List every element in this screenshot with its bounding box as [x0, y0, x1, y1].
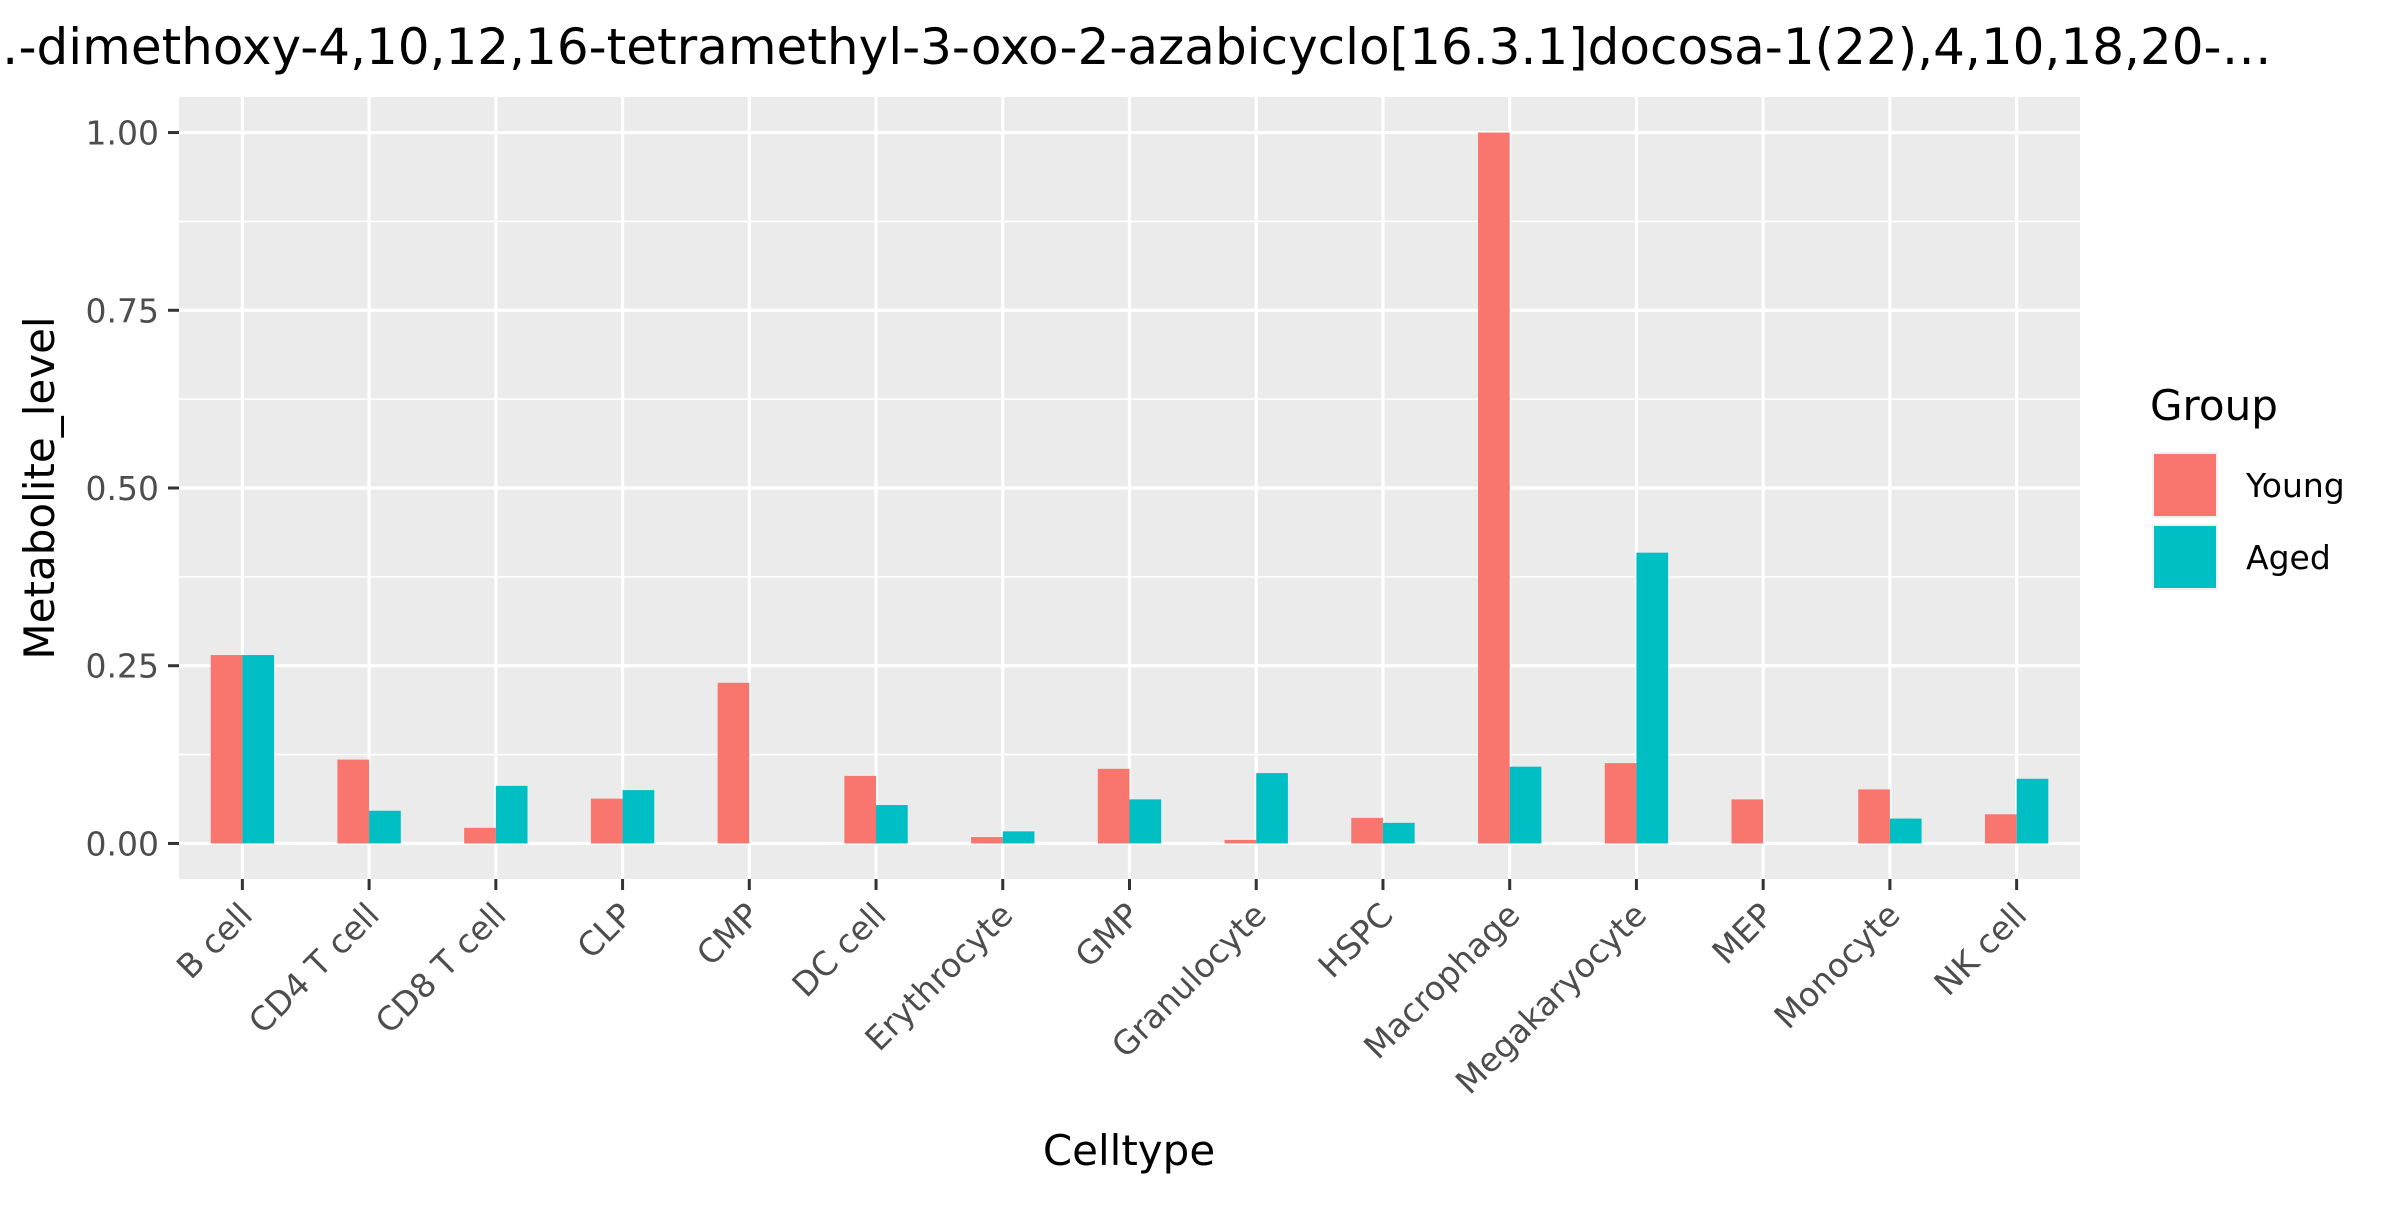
- bar-aged-megakaryocyte: [1636, 552, 1669, 844]
- bar-young-nk-cell: [1984, 814, 2017, 844]
- bar-young-clp: [590, 798, 623, 844]
- bar-aged-cd4-t-cell: [369, 810, 401, 844]
- x-tick-label: DC cell: [784, 895, 893, 1004]
- bar-aged-clp: [622, 790, 655, 844]
- legend-label-aged: Aged: [2246, 538, 2331, 577]
- bar-young-mep: [1731, 799, 1764, 844]
- legend: Group Young Aged: [2150, 381, 2345, 590]
- x-tick-label: HSPC: [1310, 895, 1400, 985]
- x-tick-label: MEP: [1704, 895, 1781, 972]
- bar-young-cd8-t-cell: [464, 827, 496, 844]
- bar-aged-b-cell: [242, 655, 275, 844]
- bar-aged-monocyte: [1889, 818, 1922, 844]
- bar-young-macrophage: [1478, 132, 1510, 844]
- bar-aged-dc-cell: [876, 805, 908, 844]
- bar-young-b-cell: [210, 655, 243, 844]
- bar-young-megakaryocyte: [1604, 763, 1637, 844]
- bar-young-hspc: [1351, 817, 1383, 844]
- bar-aged-hspc: [1382, 822, 1415, 844]
- bar-young-cmp: [717, 682, 750, 844]
- y-tick-label: 0.00: [86, 824, 159, 863]
- x-tick-label: CD8 T cell: [368, 895, 514, 1041]
- x-tick-label: NK cell: [1926, 895, 2034, 1003]
- x-axis-title: Celltype: [1043, 1126, 1215, 1175]
- bar-aged-macrophage: [1509, 766, 1542, 844]
- bar-aged-granulocyte: [1256, 773, 1288, 844]
- bar-aged-cd8-t-cell: [495, 785, 528, 844]
- bar-young-gmp: [1097, 768, 1130, 844]
- legend-swatch-young: [2154, 454, 2216, 516]
- bar-aged-nk-cell: [2016, 778, 2049, 844]
- x-tick-label: CMP: [689, 895, 767, 973]
- x-tick-label: GMP: [1067, 895, 1147, 975]
- bar-aged-gmp: [1129, 799, 1162, 844]
- y-tick-label: 0.50: [86, 469, 159, 508]
- bar-young-dc-cell: [844, 775, 877, 844]
- legend-title: Group: [2150, 381, 2278, 430]
- bar-young-erythrocyte: [971, 837, 1003, 844]
- x-tick-label: B cell: [169, 895, 260, 986]
- bar-aged-erythrocyte: [1002, 831, 1035, 844]
- x-tick-label: CD4 T cell: [241, 895, 387, 1041]
- bar-layer: [210, 132, 2049, 844]
- bar-young-cd4-t-cell: [337, 759, 370, 844]
- legend-label-young: Young: [2245, 466, 2345, 505]
- x-tick-label: Monocyte: [1766, 895, 1907, 1036]
- bar-young-monocyte: [1858, 789, 1890, 844]
- y-axis-title: Metabolite_level: [15, 316, 64, 659]
- y-tick-label: 0.75: [86, 291, 159, 330]
- bar-young-granulocyte: [1224, 839, 1257, 844]
- y-tick-label: 1.00: [86, 114, 159, 153]
- x-tick-label: CLP: [569, 895, 640, 966]
- chart-title: …-dimethoxy-4,10,12,16-tetramethyl-3-oxo…: [0, 18, 2272, 76]
- y-tick-label: 0.25: [86, 647, 159, 686]
- legend-swatch-aged: [2154, 526, 2216, 588]
